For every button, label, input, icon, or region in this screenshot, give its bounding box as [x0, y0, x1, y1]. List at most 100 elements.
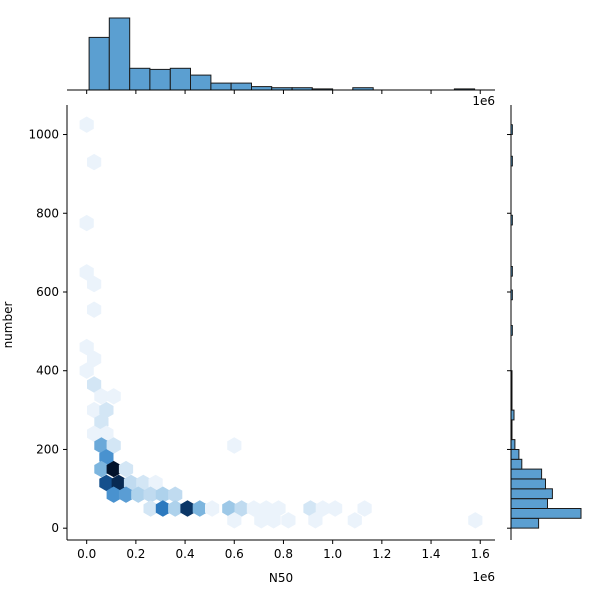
- y-tick-label: 1000: [28, 128, 59, 142]
- y-axis-ticks: 0 200 400 600 800 1000: [28, 128, 67, 535]
- top-marginal-offset-label: 1e6: [472, 94, 495, 108]
- hex-cell: [227, 512, 242, 529]
- hex-cell: [99, 474, 114, 492]
- x-axis-label: N50: [269, 571, 293, 585]
- hex-cell: [259, 500, 274, 517]
- y-tick-label: 800: [36, 206, 59, 220]
- hex-cell: [106, 437, 121, 454]
- hex-cell: [168, 486, 183, 503]
- hex-cell: [143, 486, 158, 503]
- hex-cell: [94, 460, 109, 478]
- hex-cell: [131, 486, 146, 503]
- hex-cell: [281, 512, 296, 529]
- hex-cell: [79, 116, 94, 133]
- hex-cell: [87, 376, 102, 393]
- hex-cell: [99, 425, 114, 442]
- hex-cell: [99, 401, 114, 419]
- hex-cell: [271, 500, 286, 517]
- hex-cell: [155, 486, 170, 503]
- hex-cell: [168, 500, 183, 517]
- x-tick-label: 0.8: [274, 547, 293, 561]
- hex-cell: [94, 388, 109, 405]
- x-axis-ticks: 0.0 0.2 0.4 0.6 0.8 1.0 1.2 1.4 1.6: [77, 540, 490, 561]
- hex-cell: [87, 350, 102, 368]
- hex-cell: [222, 500, 237, 517]
- hex-cell: [118, 460, 134, 478]
- hex-cell: [148, 474, 163, 492]
- hex-cell: [99, 449, 114, 466]
- top-hist-bar: [169, 67, 192, 91]
- x-tick-label: 0.0: [77, 547, 96, 561]
- top-hist-bar: [88, 36, 110, 91]
- top-hist-bar: [129, 67, 151, 91]
- y-tick-label: 200: [36, 442, 59, 456]
- hex-cell: [79, 264, 94, 281]
- hex-cell: [87, 401, 102, 419]
- hex-cell: [205, 500, 220, 517]
- x-tick-label: 1.0: [323, 547, 342, 561]
- x-tick-label: 0.2: [126, 547, 145, 561]
- hex-cell: [308, 512, 323, 529]
- y-axis-label: number: [1, 302, 15, 349]
- x-tick-label: 1.6: [471, 547, 490, 561]
- hex-cell: [347, 512, 362, 529]
- hex-cell: [106, 460, 121, 478]
- hex-cell: [111, 474, 126, 492]
- right-hist-bar: [510, 439, 516, 450]
- hex-cell: [155, 500, 170, 517]
- hex-cell: [227, 437, 242, 454]
- top-hist-bar: [230, 82, 253, 91]
- hex-cell: [315, 500, 330, 517]
- right-hist-bar: [510, 498, 548, 510]
- hex-cell: [106, 388, 121, 405]
- hex-cell: [79, 338, 94, 356]
- hex-cell: [87, 425, 102, 442]
- hex-cell: [87, 153, 102, 171]
- top-hist-bar: [108, 17, 131, 91]
- right-hist-bar: [510, 517, 540, 529]
- hex-cell: [94, 413, 109, 431]
- x-tick-label: 0.4: [176, 547, 195, 561]
- hex-cell: [106, 486, 121, 503]
- hex-cell: [266, 512, 281, 529]
- hex-cell: [180, 500, 195, 517]
- y-tick-label: 600: [36, 285, 59, 299]
- hex-cell: [79, 362, 94, 379]
- hex-cell: [234, 500, 249, 517]
- hex-cell: [254, 512, 269, 529]
- hex-cell: [192, 500, 207, 517]
- hex-cell: [357, 500, 372, 517]
- right-hist-bar: [510, 488, 553, 500]
- right-hist-bar: [510, 478, 546, 490]
- y-tick-label: 400: [36, 364, 59, 378]
- hex-cell: [136, 474, 151, 492]
- y-tick-label: 0: [51, 521, 59, 535]
- x-offset-label: 1e6: [472, 570, 495, 584]
- hex-cell: [303, 500, 318, 517]
- right-hist-bar: [510, 508, 582, 519]
- x-tick-label: 0.6: [225, 547, 244, 561]
- top-hist-bar: [210, 82, 232, 91]
- hex-cell: [246, 500, 261, 517]
- top-hist-bar: [149, 68, 171, 91]
- hex-cell: [328, 500, 343, 517]
- x-tick-label: 1.2: [372, 547, 391, 561]
- right-hist-bar: [510, 468, 543, 480]
- hex-cell: [87, 275, 102, 293]
- top-hist-bar: [251, 86, 273, 91]
- hex-cell: [94, 437, 109, 454]
- hex-cell: [118, 486, 134, 503]
- right-hist-bar: [510, 458, 523, 470]
- main-axes: [66, 105, 495, 541]
- top-hist-bar: [190, 74, 212, 91]
- right-hist-bar: [510, 449, 520, 460]
- hex-cell: [468, 512, 483, 529]
- x-tick-label: 1.4: [421, 547, 440, 561]
- right-marginal-histogram: [507, 105, 582, 540]
- hex-cell: [143, 500, 158, 517]
- hex-cell: [123, 474, 139, 492]
- hex-cell: [79, 214, 94, 232]
- hex-cell: [87, 301, 102, 318]
- top-marginal-histogram: [67, 17, 495, 94]
